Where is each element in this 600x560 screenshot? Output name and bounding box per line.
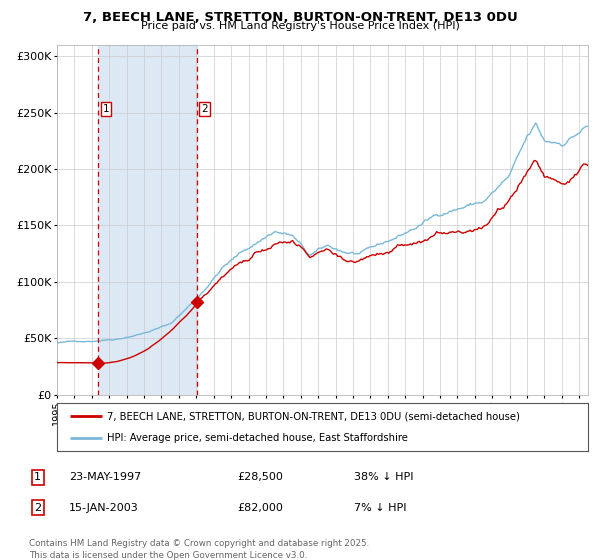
Text: 1: 1 [34,472,41,482]
Text: Price paid vs. HM Land Registry's House Price Index (HPI): Price paid vs. HM Land Registry's House … [140,21,460,31]
Text: 1: 1 [103,104,109,114]
Text: 23-MAY-1997: 23-MAY-1997 [69,472,141,482]
Text: 2: 2 [34,503,41,513]
Text: 7, BEECH LANE, STRETTON, BURTON-ON-TRENT, DE13 0DU: 7, BEECH LANE, STRETTON, BURTON-ON-TRENT… [83,11,517,24]
Text: 38% ↓ HPI: 38% ↓ HPI [354,472,413,482]
Bar [98,45,197,395]
Text: 15-JAN-2003: 15-JAN-2003 [69,503,139,513]
Text: HPI: Average price, semi-detached house, East Staffordshire: HPI: Average price, semi-detached house,… [107,433,409,443]
Text: 7% ↓ HPI: 7% ↓ HPI [354,503,407,513]
Text: 7, BEECH LANE, STRETTON, BURTON-ON-TRENT, DE13 0DU (semi-detached house): 7, BEECH LANE, STRETTON, BURTON-ON-TRENT… [107,411,520,421]
Text: £82,000: £82,000 [237,503,283,513]
Text: 2: 2 [202,104,208,114]
Text: £28,500: £28,500 [237,472,283,482]
Text: Contains HM Land Registry data © Crown copyright and database right 2025.
This d: Contains HM Land Registry data © Crown c… [29,539,369,559]
